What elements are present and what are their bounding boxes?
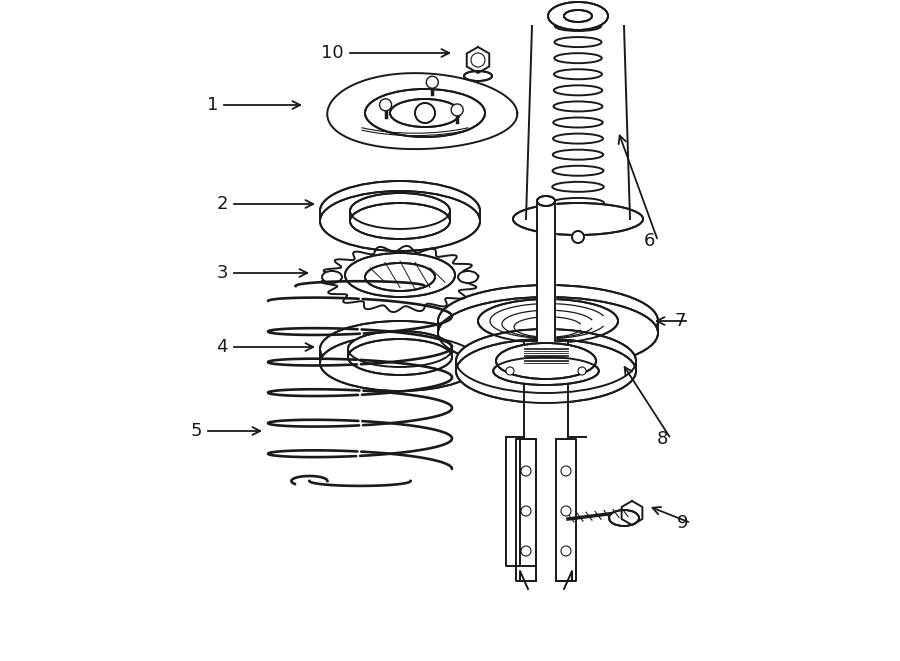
Ellipse shape [554,53,602,63]
Circle shape [521,546,531,556]
Text: 10: 10 [321,44,344,62]
Ellipse shape [365,89,485,137]
Circle shape [451,104,464,116]
Ellipse shape [537,196,555,206]
Ellipse shape [456,339,636,403]
Circle shape [380,98,392,111]
Circle shape [521,466,531,476]
Ellipse shape [564,10,592,22]
Ellipse shape [390,99,460,127]
Text: 8: 8 [657,430,668,448]
Ellipse shape [548,2,608,30]
Ellipse shape [320,191,480,251]
Circle shape [578,367,586,375]
Text: 9: 9 [677,514,688,532]
Text: 1: 1 [207,96,218,114]
Ellipse shape [322,271,342,283]
Ellipse shape [350,193,450,229]
Ellipse shape [609,510,639,526]
Ellipse shape [438,297,658,369]
Text: 2: 2 [217,195,228,213]
Circle shape [506,367,514,375]
Circle shape [471,53,485,67]
Ellipse shape [553,182,604,192]
Ellipse shape [320,321,480,377]
Text: 5: 5 [191,422,202,440]
Ellipse shape [554,118,603,128]
Ellipse shape [553,149,603,160]
Ellipse shape [553,166,604,176]
Polygon shape [328,73,518,149]
Circle shape [521,506,531,516]
Circle shape [572,231,584,243]
Polygon shape [556,439,576,581]
Circle shape [561,506,571,516]
Ellipse shape [478,299,618,343]
Polygon shape [622,501,643,525]
Polygon shape [506,439,536,561]
Polygon shape [321,246,479,312]
Ellipse shape [552,198,604,208]
Ellipse shape [496,343,596,379]
Ellipse shape [320,335,480,391]
Circle shape [561,466,571,476]
Ellipse shape [438,285,658,357]
Ellipse shape [513,203,643,235]
Ellipse shape [350,203,450,239]
Ellipse shape [554,37,601,47]
Text: 3: 3 [217,264,228,282]
Ellipse shape [365,263,435,291]
Ellipse shape [348,339,452,375]
Polygon shape [516,439,536,581]
Ellipse shape [320,181,480,241]
Text: 6: 6 [644,232,655,250]
Circle shape [561,546,571,556]
Ellipse shape [456,329,636,393]
Ellipse shape [554,85,602,95]
Circle shape [427,76,438,89]
Ellipse shape [458,271,478,283]
Text: 4: 4 [217,338,228,356]
Ellipse shape [554,101,602,112]
Polygon shape [537,201,555,341]
Circle shape [415,103,435,123]
Ellipse shape [493,357,598,385]
Ellipse shape [554,69,602,79]
Ellipse shape [464,71,492,81]
Polygon shape [467,47,490,73]
Text: 7: 7 [674,312,686,330]
Polygon shape [524,341,568,439]
Ellipse shape [553,134,603,143]
Ellipse shape [554,21,601,31]
Ellipse shape [345,253,455,297]
Ellipse shape [348,331,452,367]
